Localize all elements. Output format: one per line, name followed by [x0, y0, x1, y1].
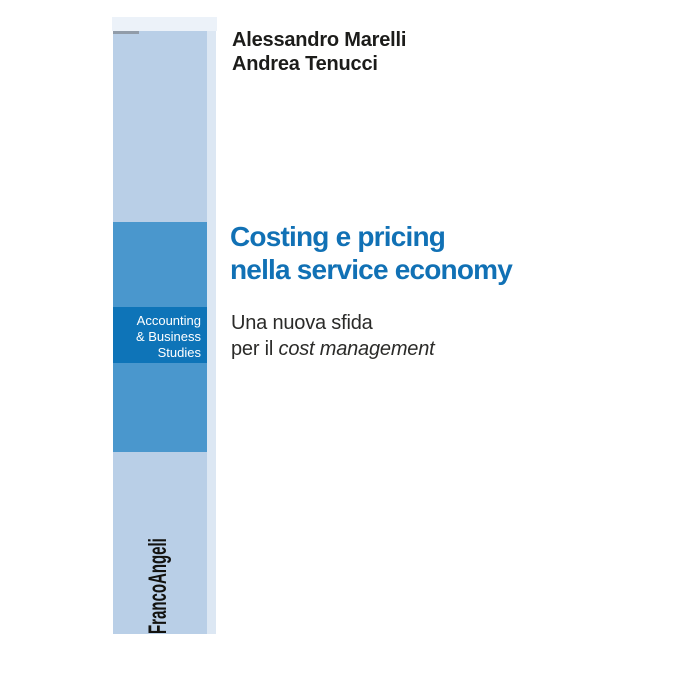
title-line-1: Costing e pricing — [230, 221, 446, 252]
book-title: Costing e pricing nella service economy — [230, 220, 513, 286]
author-name-2: Andrea Tenucci — [232, 53, 378, 75]
subtitle-line-1: Una nuova sfida — [231, 312, 373, 334]
title-line-2: nella service economy — [230, 254, 513, 285]
top-strip-decoration — [112, 17, 217, 31]
publisher-logo: FrancoAngeli — [144, 531, 202, 634]
subtitle-line-2: per il cost management — [231, 336, 435, 362]
series-line-2: & Business — [135, 329, 201, 344]
series-line-3: Studies — [157, 345, 201, 360]
band-corner-dash — [113, 31, 139, 34]
series-line-1: Accounting — [136, 313, 201, 328]
publisher-name: FrancoAngeli — [144, 538, 172, 634]
subtitle-line-2-prefix: per il — [231, 338, 274, 360]
book-subtitle: Una nuova sfida per il cost management — [231, 310, 435, 362]
subtitle-line-2-italic: cost management — [278, 338, 435, 360]
authors-block: Alessandro Marelli Andrea Tenucci — [232, 28, 406, 76]
series-label-block: Accounting & Business Studies — [113, 307, 207, 363]
author-name-1: Alessandro Marelli — [232, 29, 407, 51]
left-band-edge — [207, 31, 216, 634]
